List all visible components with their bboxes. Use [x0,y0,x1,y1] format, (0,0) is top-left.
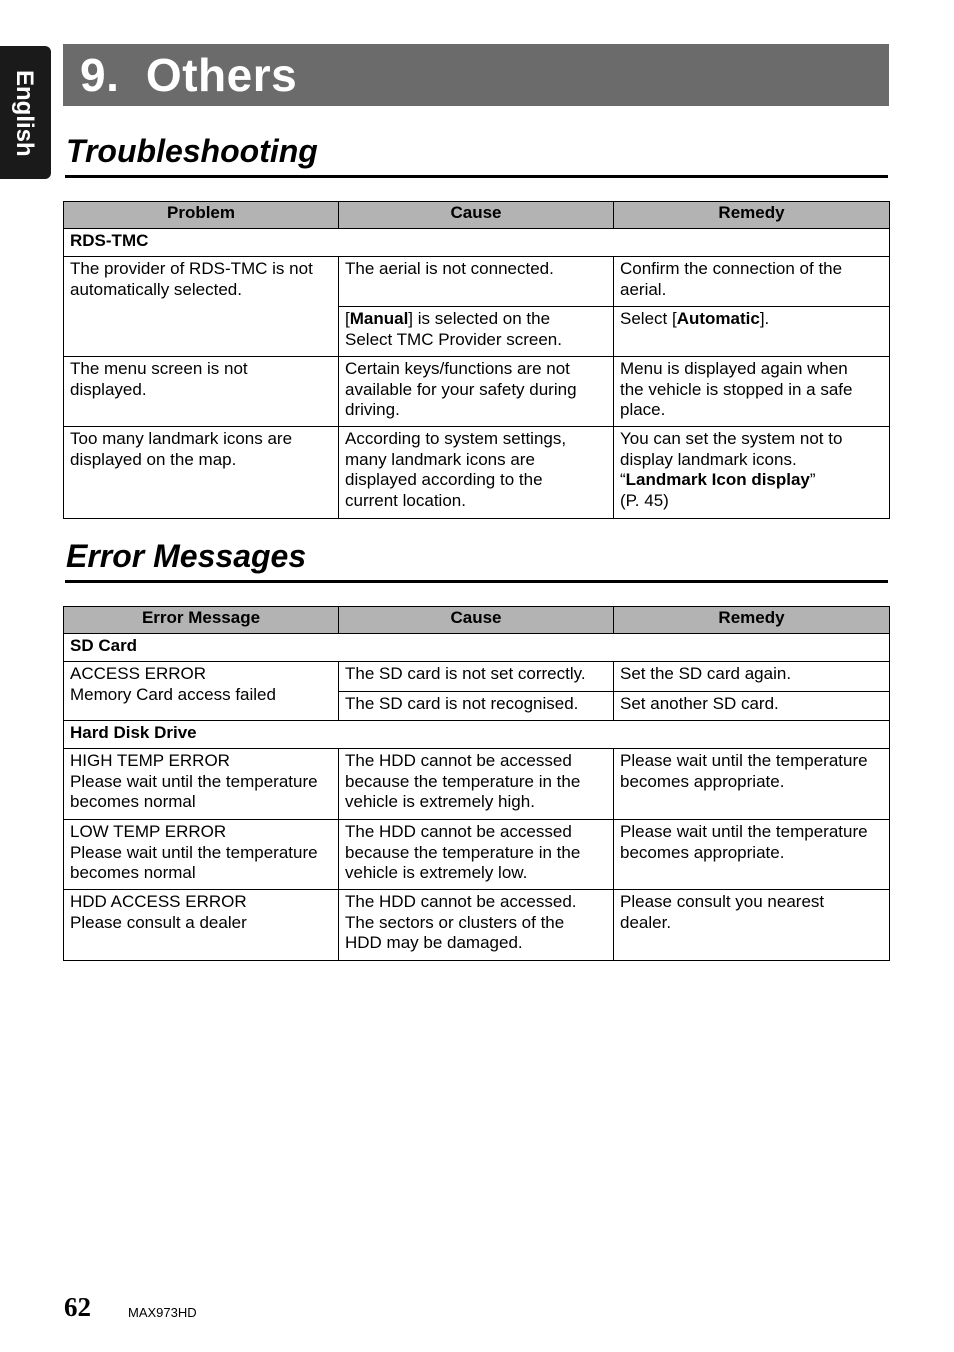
table-row: The SD card is not recognised. Set anoth… [64,691,890,721]
cause-cell: The HDD cannot be accessed because the t… [338,819,614,890]
cause-cell: [Manual] is selected on the Select TMC P… [338,306,614,357]
divider [65,580,888,583]
cause-cell: The HDD cannot be accessed. The sectors … [338,889,614,961]
problem-cell: The menu screen is not displayed. [63,356,339,427]
table-row: The provider of RDS-TMC is not automatic… [63,256,890,357]
cause-cell: The SD card is not set correctly. [338,661,614,692]
table-row: [Manual] is selected on the Select TMC P… [64,306,890,357]
header-remedy: Remedy [613,606,890,634]
troubleshooting-heading: Troubleshooting [66,133,318,169]
header-error-message: Error Message [63,606,339,634]
table-row: HDD ACCESS ERROR Please consult a dealer… [63,889,890,961]
language-tab: English [0,46,51,179]
message-cell: ACCESS ERROR Memory Card access failed [63,661,339,721]
chapter-banner: 9. Others [63,44,889,106]
header-problem: Problem [63,201,339,229]
table-header-row: Problem Cause Remedy [63,201,890,229]
problem-cell: Too many landmark icons are displayed on… [63,426,339,519]
message-cell: HIGH TEMP ERROR Please wait until the te… [63,748,339,820]
section-rds-tmc: RDS-TMC [63,228,890,257]
troubleshooting-table: Problem Cause Remedy RDS-TMC The provide… [63,201,890,519]
table-row: Too many landmark icons are displayed on… [63,426,890,519]
remedy-cell: Please wait until the temperature become… [613,819,890,890]
language-label: English [11,70,38,157]
header-cause: Cause [338,606,614,634]
section-hard-disk-drive: Hard Disk Drive [63,720,890,749]
error-messages-table: Error Message Cause Remedy SD Card ACCES… [63,606,890,961]
message-cell: HDD ACCESS ERROR Please consult a dealer [63,889,339,961]
remedy-cell: Set the SD card again. [613,661,890,692]
remedy-cell: Please consult you nearest dealer. [613,889,890,961]
remedy-cell: Please wait until the temperature become… [613,748,890,820]
table-row: ACCESS ERROR Memory Card access failed T… [63,661,890,721]
table-row: HIGH TEMP ERROR Please wait until the te… [63,748,890,820]
message-cell: LOW TEMP ERROR Please wait until the tem… [63,819,339,890]
remedy-cell: Menu is displayed again when the vehicle… [613,356,890,427]
header-remedy: Remedy [613,201,890,229]
table-row: The menu screen is not displayed. Certai… [63,356,890,427]
error-messages-heading: Error Messages [66,538,307,574]
remedy-cell: Set another SD card. [613,691,890,721]
section-sd-card: SD Card [63,633,890,662]
cause-cell: Certain keys/functions are not available… [338,356,614,427]
cause-cell: The aerial is not connected. [338,256,614,307]
header-cause: Cause [338,201,614,229]
table-header-row: Error Message Cause Remedy [63,606,890,634]
page-number: 62 [64,1292,91,1322]
remedy-cell: Confirm the connection of the aerial. [613,256,890,307]
problem-cell: The provider of RDS-TMC is not automatic… [63,256,339,357]
cause-cell: According to system settings, many landm… [338,426,614,519]
remedy-cell: Select [Automatic]. [613,306,890,357]
model-name: MAX973HD [128,1305,197,1320]
chapter-title: 9. Others [80,49,298,101]
divider [65,175,888,178]
remedy-cell: You can set the system not to display la… [613,426,890,519]
table-row: LOW TEMP ERROR Please wait until the tem… [63,819,890,890]
cause-cell: The SD card is not recognised. [338,691,614,721]
cause-cell: The HDD cannot be accessed because the t… [338,748,614,820]
